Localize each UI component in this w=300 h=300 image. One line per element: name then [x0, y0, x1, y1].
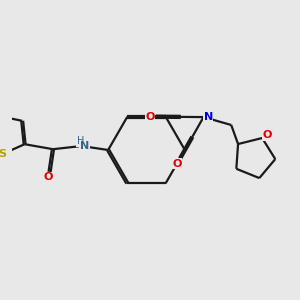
Text: N: N — [203, 112, 213, 122]
Text: N: N — [80, 141, 89, 152]
Text: O: O — [44, 172, 53, 182]
Text: O: O — [146, 112, 155, 122]
Text: O: O — [263, 130, 272, 140]
Text: O: O — [172, 158, 182, 169]
Text: H: H — [77, 136, 84, 146]
Text: S: S — [0, 149, 6, 159]
